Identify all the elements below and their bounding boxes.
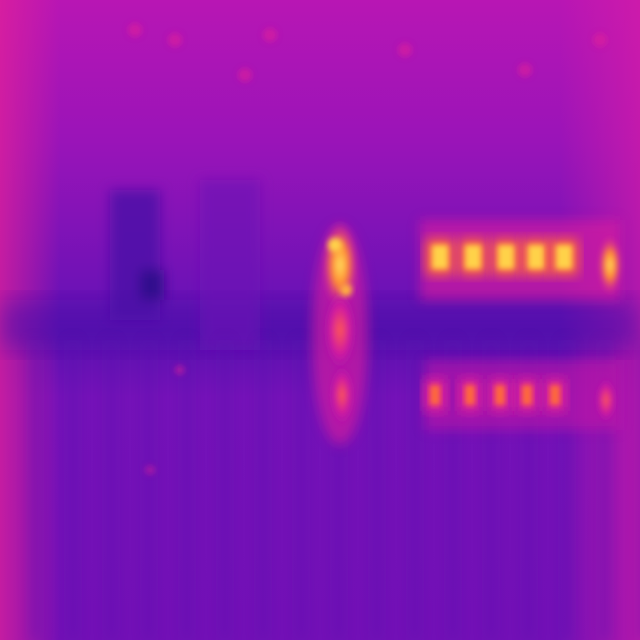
lower-stripes (30, 340, 640, 640)
hot-object-left (312, 220, 368, 445)
hot-panel-right (420, 220, 622, 430)
top-speckles (128, 23, 607, 475)
left-structure (110, 180, 260, 350)
